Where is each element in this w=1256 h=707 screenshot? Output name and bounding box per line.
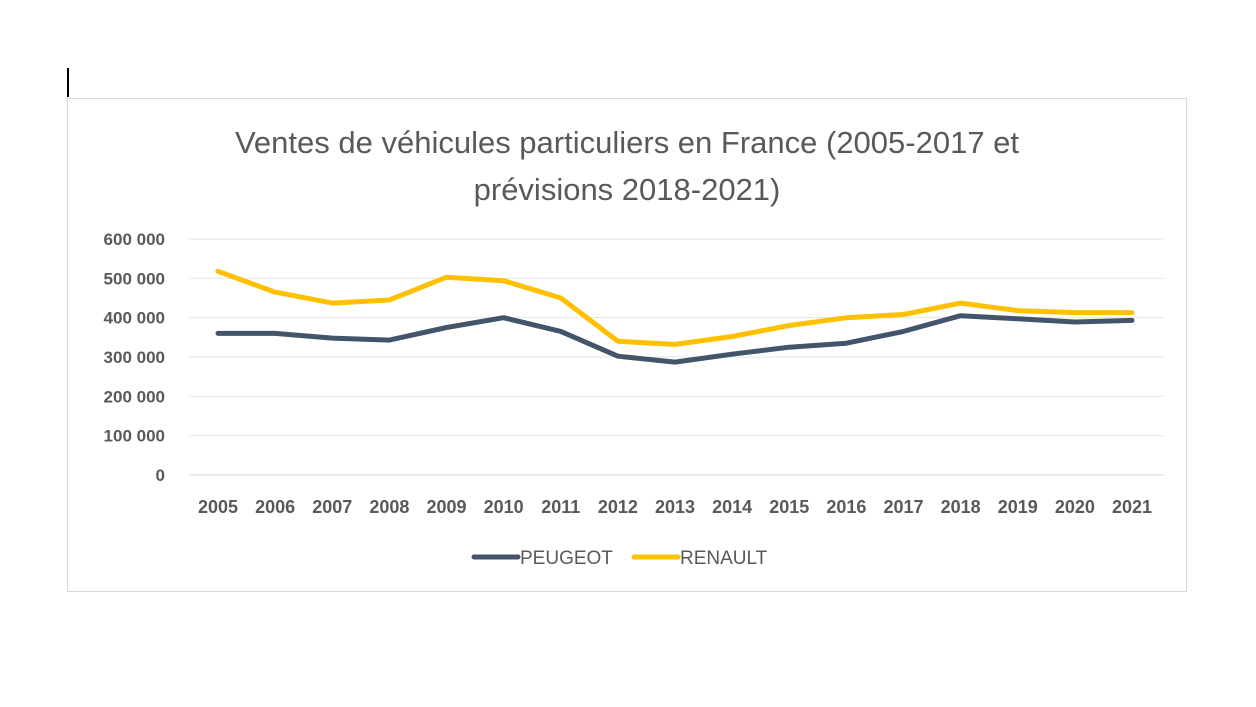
legend-label-peugeot: PEUGEOT xyxy=(520,548,613,569)
x-tick-label: 2008 xyxy=(369,497,409,517)
x-tick-label: 2019 xyxy=(998,497,1038,517)
x-tick-label: 2020 xyxy=(1055,497,1095,517)
x-tick-label: 2012 xyxy=(598,497,638,517)
x-tick-label: 2017 xyxy=(883,497,923,517)
legend-label-renault: RENAULT xyxy=(680,548,768,569)
chart-title-line-2: prévisions 2018-2021) xyxy=(473,172,781,207)
series-line-renault xyxy=(215,268,1135,347)
x-tick-label: 2014 xyxy=(712,497,752,517)
y-tick-label: 300 000 xyxy=(104,348,165,367)
y-tick-label: 500 000 xyxy=(104,269,165,288)
chart-title-line-1: Ventes de véhicules particuliers en Fran… xyxy=(234,125,1020,160)
series-line-peugeot xyxy=(215,313,1135,365)
y-tick-label: 200 000 xyxy=(104,387,165,406)
chart-title: Ventes de véhicules particuliers en Fran… xyxy=(68,119,1186,213)
line-chart: 0 100 000 200 000 300 000 400 000 500 000 600 … xyxy=(104,230,1164,569)
y-tick-label: 400 000 xyxy=(104,309,165,328)
chart-area: Ventes de véhicules particuliers en Fran… xyxy=(67,98,1187,592)
x-tick-label: 2021 xyxy=(1112,497,1152,517)
text-cursor xyxy=(67,68,69,97)
x-tick-label: 2009 xyxy=(426,497,466,517)
y-tick-label: 0 xyxy=(156,466,165,485)
x-tick-label: 2006 xyxy=(255,497,295,517)
x-tick-label: 2010 xyxy=(484,497,524,517)
x-tick-label: 2016 xyxy=(826,497,866,517)
x-tick-label: 2015 xyxy=(769,497,809,517)
x-tick-label: 2011 xyxy=(541,497,580,517)
x-tick-label: 2005 xyxy=(198,497,238,517)
x-tick-label: 2018 xyxy=(941,497,981,517)
y-tick-label: 100 000 xyxy=(104,427,165,446)
x-tick-label: 2013 xyxy=(655,497,695,517)
x-tick-label: 2007 xyxy=(312,497,352,517)
y-tick-label: 600 000 xyxy=(104,230,165,249)
